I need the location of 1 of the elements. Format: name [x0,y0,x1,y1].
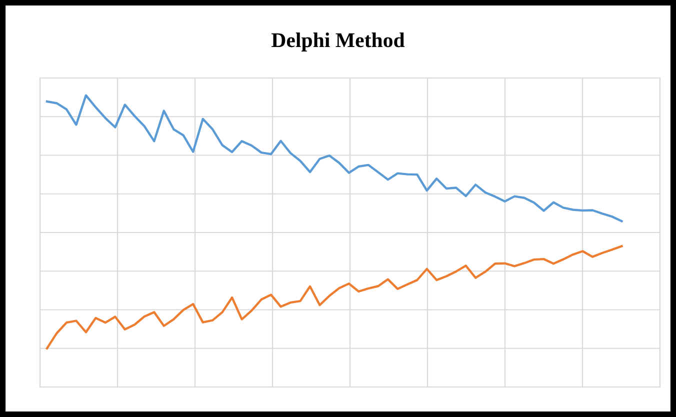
chart-title: Delphi Method [272,32,405,52]
